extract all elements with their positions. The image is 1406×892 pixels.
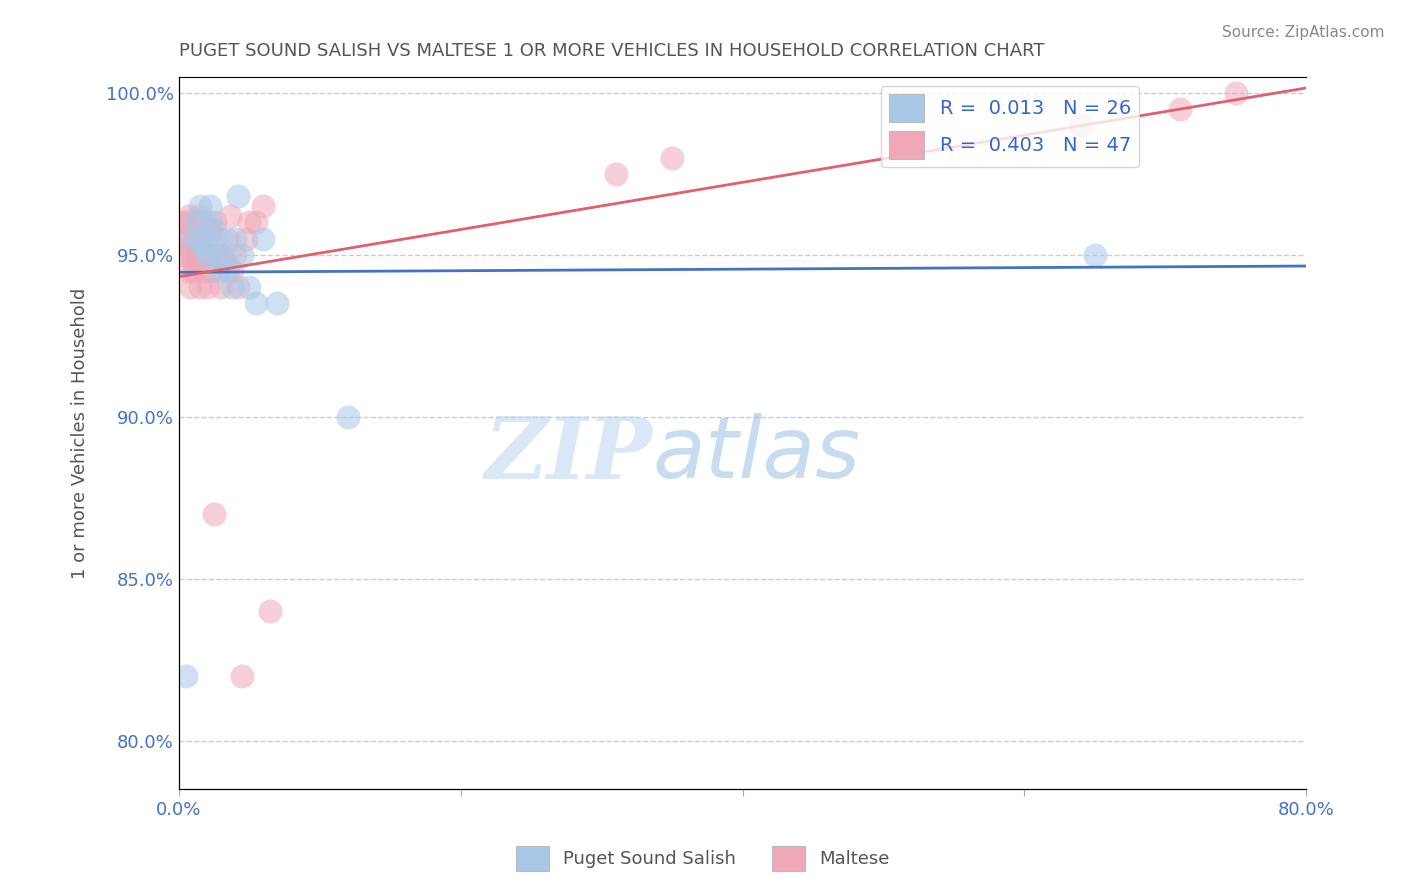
Point	[172, 215, 194, 229]
Point	[191, 215, 214, 229]
Point	[215, 231, 238, 245]
Point	[177, 264, 200, 278]
Point	[200, 264, 222, 278]
Point	[179, 280, 201, 294]
Point	[207, 264, 229, 278]
Point	[209, 231, 232, 245]
Point	[198, 222, 221, 236]
Point	[193, 241, 215, 255]
Point	[180, 248, 202, 262]
Point	[170, 231, 193, 245]
Text: atlas: atlas	[652, 413, 860, 496]
Point	[202, 241, 225, 255]
Point	[221, 280, 243, 294]
Point	[1070, 118, 1092, 132]
Point	[184, 215, 207, 229]
Point	[259, 604, 281, 618]
Point	[193, 264, 215, 278]
Point	[202, 507, 225, 521]
Point	[266, 296, 288, 310]
Point	[179, 241, 201, 255]
Point	[181, 254, 204, 268]
Point	[188, 231, 211, 245]
Point	[336, 409, 359, 424]
Point	[184, 231, 207, 245]
Point	[217, 264, 239, 278]
Point	[231, 248, 253, 262]
Point	[197, 280, 219, 294]
Point	[209, 280, 232, 294]
Point	[238, 280, 260, 294]
Point	[252, 199, 274, 213]
Point	[186, 248, 208, 262]
Text: ZIP: ZIP	[485, 412, 652, 496]
Point	[187, 209, 209, 223]
Point	[224, 231, 246, 245]
Point	[218, 209, 240, 223]
Point	[1225, 86, 1247, 100]
Point	[195, 248, 218, 262]
Point	[188, 280, 211, 294]
Point	[226, 280, 249, 294]
Point	[235, 231, 257, 245]
Point	[188, 231, 211, 245]
Point	[661, 151, 683, 165]
Point	[605, 167, 627, 181]
Point	[212, 254, 235, 268]
Point	[221, 264, 243, 278]
Point	[214, 254, 236, 268]
Point	[188, 199, 211, 213]
Point	[198, 199, 221, 213]
Point	[198, 215, 221, 229]
Point	[174, 215, 197, 229]
Point	[181, 222, 204, 236]
Point	[231, 669, 253, 683]
Point	[238, 215, 260, 229]
Point	[207, 248, 229, 262]
Point	[183, 264, 205, 278]
Point	[173, 248, 195, 262]
Point	[204, 215, 226, 229]
Point	[226, 189, 249, 203]
Point	[195, 248, 218, 262]
Point	[245, 215, 267, 229]
Point	[190, 254, 212, 268]
Point	[181, 231, 204, 245]
Y-axis label: 1 or more Vehicles in Household: 1 or more Vehicles in Household	[72, 287, 89, 579]
Point	[209, 248, 232, 262]
Point	[245, 296, 267, 310]
Legend: R =  0.013   N = 26, R =  0.403   N = 47: R = 0.013 N = 26, R = 0.403 N = 47	[882, 87, 1139, 167]
Point	[176, 231, 198, 245]
Point	[1168, 102, 1191, 116]
Point	[1084, 248, 1107, 262]
Point	[202, 222, 225, 236]
Point	[252, 231, 274, 245]
Legend: Puget Sound Salish, Maltese: Puget Sound Salish, Maltese	[509, 838, 897, 879]
Text: PUGET SOUND SALISH VS MALTESE 1 OR MORE VEHICLES IN HOUSEHOLD CORRELATION CHART: PUGET SOUND SALISH VS MALTESE 1 OR MORE …	[179, 42, 1045, 60]
Point	[177, 209, 200, 223]
Text: Source: ZipAtlas.com: Source: ZipAtlas.com	[1222, 25, 1385, 40]
Point	[224, 248, 246, 262]
Point	[194, 231, 217, 245]
Point	[174, 669, 197, 683]
